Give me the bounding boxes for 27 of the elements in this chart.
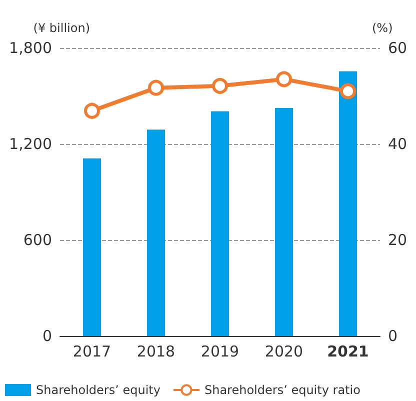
bar <box>147 130 165 336</box>
legend-label: Shareholders’ equity <box>36 383 160 397</box>
y2-tick-label: 0 <box>388 327 398 345</box>
bar <box>339 71 357 336</box>
x-tick-label: 2020 <box>264 342 304 360</box>
y2-tick-label: 60 <box>388 39 408 57</box>
y2-axis-title: (%) <box>372 21 393 35</box>
legend-label: Shareholders’ equity ratio <box>204 383 360 397</box>
y2-tick-label: 20 <box>388 231 408 249</box>
x-tick-label: 2017 <box>72 342 112 360</box>
point <box>276 71 292 88</box>
bar <box>211 111 229 336</box>
x-tick-label: 2021 <box>327 342 369 360</box>
y-tick-label: 1,200 <box>9 135 52 153</box>
y2-tick-label: 40 <box>388 135 408 153</box>
point <box>340 83 356 100</box>
bar <box>275 108 293 336</box>
point <box>84 102 100 119</box>
point <box>148 80 164 96</box>
bar <box>83 158 101 336</box>
y-tick-label: 600 <box>23 231 52 249</box>
x-tick-label: 2019 <box>200 342 240 360</box>
x-tick-label: 2018 <box>136 342 176 360</box>
y-tick-label: 0 <box>42 327 52 345</box>
point <box>212 78 228 94</box>
y-axis-title: (¥ billion) <box>33 21 90 35</box>
y-tick-label: 1,800 <box>9 39 52 57</box>
